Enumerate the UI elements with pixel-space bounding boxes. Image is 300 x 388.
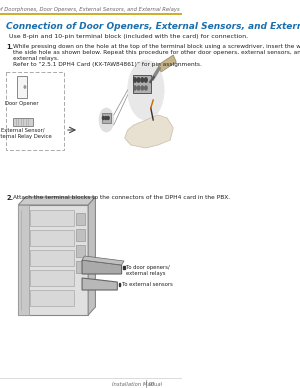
Text: 1.: 1. — [6, 44, 13, 50]
Text: To external sensors: To external sensors — [122, 282, 172, 287]
Circle shape — [137, 78, 140, 82]
Polygon shape — [18, 197, 95, 205]
Text: Attach the terminal blocks to the connectors of the DPH4 card in the PBX.: Attach the terminal blocks to the connec… — [14, 195, 230, 200]
Bar — [123, 266, 124, 269]
Text: Connection of Door Openers, External Sensors, and External Relays: Connection of Door Openers, External Sen… — [6, 22, 300, 31]
Circle shape — [141, 86, 143, 90]
Text: While pressing down on the hole at the top of the terminal block using a screwdr: While pressing down on the hole at the t… — [14, 44, 300, 49]
Circle shape — [107, 116, 109, 120]
Text: Refer to “2.5.1 DPH4 Card (KX-TAW84861)” for pin assignments.: Refer to “2.5.1 DPH4 Card (KX-TAW84861)”… — [14, 62, 202, 67]
FancyBboxPatch shape — [18, 205, 88, 315]
FancyBboxPatch shape — [30, 250, 74, 266]
Polygon shape — [88, 197, 95, 315]
Circle shape — [137, 86, 140, 90]
Text: 2.8 Connection of Doorphones, Door Openers, External Sensors, and External Relay: 2.8 Connection of Doorphones, Door Opene… — [0, 7, 180, 12]
Text: Installation Manual: Installation Manual — [112, 381, 163, 386]
Polygon shape — [124, 115, 173, 148]
Text: external relays.: external relays. — [14, 56, 59, 61]
Polygon shape — [82, 278, 117, 290]
FancyBboxPatch shape — [17, 76, 27, 98]
FancyBboxPatch shape — [76, 213, 85, 225]
FancyBboxPatch shape — [18, 205, 29, 315]
Circle shape — [24, 86, 26, 88]
FancyBboxPatch shape — [14, 118, 33, 126]
Polygon shape — [82, 260, 122, 274]
FancyBboxPatch shape — [30, 210, 74, 226]
Polygon shape — [158, 55, 176, 72]
Text: Use 8-pin and 10-pin terminal block (included with the card) for connection.: Use 8-pin and 10-pin terminal block (inc… — [8, 34, 247, 39]
Circle shape — [128, 60, 164, 120]
Circle shape — [102, 116, 104, 120]
FancyBboxPatch shape — [76, 261, 85, 273]
FancyBboxPatch shape — [30, 270, 74, 286]
Text: the side hole as shown below. Repeat this procedure for other door openers, exte: the side hole as shown below. Repeat thi… — [14, 50, 300, 55]
Polygon shape — [82, 256, 124, 265]
Circle shape — [145, 78, 147, 82]
FancyBboxPatch shape — [30, 230, 74, 246]
Text: 97: 97 — [148, 381, 155, 386]
Text: 2.: 2. — [6, 195, 13, 201]
Circle shape — [134, 78, 136, 82]
Bar — [118, 283, 120, 286]
Text: To door openers/
external relays: To door openers/ external relays — [126, 265, 169, 276]
FancyBboxPatch shape — [101, 113, 111, 123]
FancyBboxPatch shape — [76, 245, 85, 257]
Circle shape — [99, 108, 114, 132]
FancyBboxPatch shape — [133, 75, 151, 93]
FancyBboxPatch shape — [6, 72, 64, 150]
Circle shape — [134, 86, 136, 90]
Text: External Sensor/
External Relay Device: External Sensor/ External Relay Device — [0, 128, 52, 139]
Circle shape — [105, 116, 107, 120]
Circle shape — [141, 78, 144, 82]
Text: Door Opener: Door Opener — [5, 101, 39, 106]
Circle shape — [145, 86, 147, 90]
FancyBboxPatch shape — [76, 229, 85, 241]
FancyBboxPatch shape — [30, 290, 74, 306]
